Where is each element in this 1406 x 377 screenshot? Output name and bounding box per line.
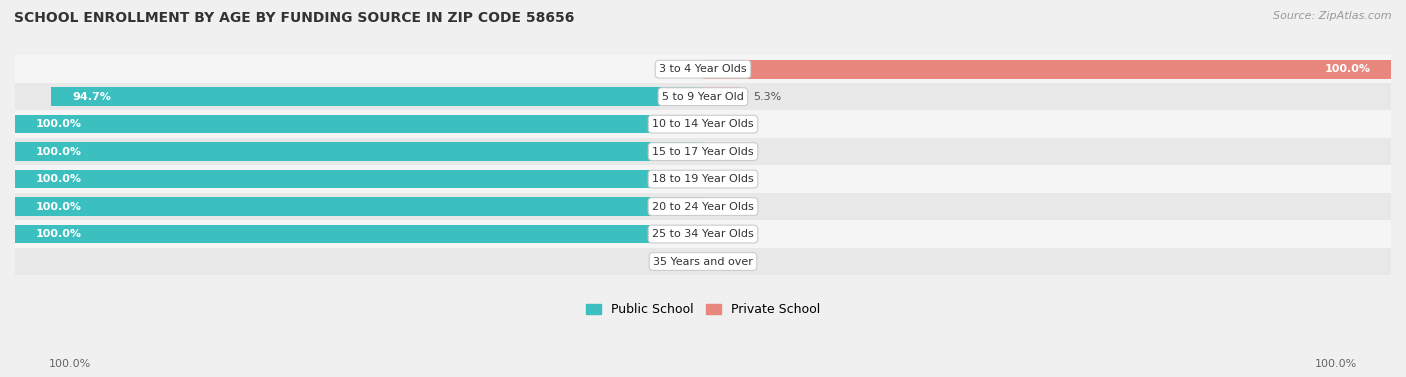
Text: 25 to 34 Year Olds: 25 to 34 Year Olds xyxy=(652,229,754,239)
Text: 100.0%: 100.0% xyxy=(49,359,91,369)
Text: 0.0%: 0.0% xyxy=(724,147,752,156)
Bar xyxy=(15,197,703,216)
Bar xyxy=(15,55,1391,83)
Legend: Public School, Private School: Public School, Private School xyxy=(581,298,825,321)
Text: 0.0%: 0.0% xyxy=(724,202,752,211)
Text: 100.0%: 100.0% xyxy=(1315,359,1357,369)
Text: 5.3%: 5.3% xyxy=(754,92,782,102)
Text: 10 to 14 Year Olds: 10 to 14 Year Olds xyxy=(652,119,754,129)
Bar xyxy=(15,170,703,188)
Text: Source: ZipAtlas.com: Source: ZipAtlas.com xyxy=(1274,11,1392,21)
Text: 100.0%: 100.0% xyxy=(35,147,82,156)
Text: 100.0%: 100.0% xyxy=(35,174,82,184)
Bar xyxy=(15,193,1391,220)
Text: 0.0%: 0.0% xyxy=(724,229,752,239)
Text: 5 to 9 Year Old: 5 to 9 Year Old xyxy=(662,92,744,102)
Text: 100.0%: 100.0% xyxy=(35,202,82,211)
Bar xyxy=(52,87,703,106)
Text: 100.0%: 100.0% xyxy=(1324,64,1371,74)
Text: 0.0%: 0.0% xyxy=(724,256,752,267)
Bar xyxy=(15,166,1391,193)
Text: 3 to 4 Year Olds: 3 to 4 Year Olds xyxy=(659,64,747,74)
Bar xyxy=(703,87,740,106)
Bar xyxy=(703,60,1391,78)
Bar xyxy=(15,138,1391,166)
Bar xyxy=(15,115,703,133)
Bar xyxy=(15,220,1391,248)
Text: 100.0%: 100.0% xyxy=(35,119,82,129)
Bar xyxy=(15,142,703,161)
Text: 18 to 19 Year Olds: 18 to 19 Year Olds xyxy=(652,174,754,184)
Text: 35 Years and over: 35 Years and over xyxy=(652,256,754,267)
Bar xyxy=(15,225,703,244)
Text: 20 to 24 Year Olds: 20 to 24 Year Olds xyxy=(652,202,754,211)
Bar xyxy=(15,110,1391,138)
Text: 0.0%: 0.0% xyxy=(724,174,752,184)
Text: 0.0%: 0.0% xyxy=(654,256,682,267)
Text: SCHOOL ENROLLMENT BY AGE BY FUNDING SOURCE IN ZIP CODE 58656: SCHOOL ENROLLMENT BY AGE BY FUNDING SOUR… xyxy=(14,11,575,25)
Bar xyxy=(15,83,1391,110)
Bar xyxy=(15,248,1391,275)
Text: 15 to 17 Year Olds: 15 to 17 Year Olds xyxy=(652,147,754,156)
Text: 0.0%: 0.0% xyxy=(724,119,752,129)
Text: 94.7%: 94.7% xyxy=(72,92,111,102)
Text: 0.0%: 0.0% xyxy=(654,64,682,74)
Text: 100.0%: 100.0% xyxy=(35,229,82,239)
